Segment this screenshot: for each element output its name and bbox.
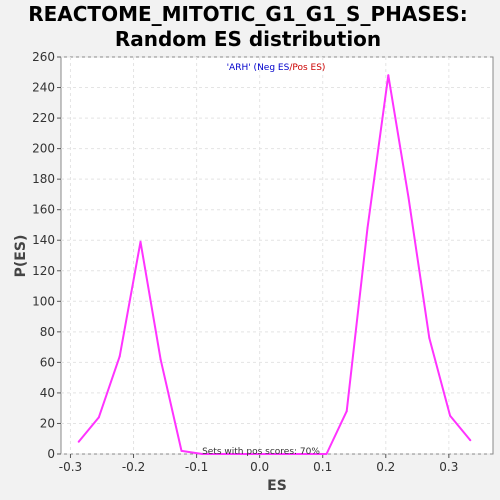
data-point xyxy=(159,358,162,361)
data-point xyxy=(139,240,142,243)
legend-separator: / xyxy=(289,63,293,73)
data-point xyxy=(222,453,225,455)
data-point xyxy=(263,453,266,455)
legend-neg-es: Neg ES xyxy=(257,63,290,73)
y-axis: 0 20 40 60 80 100 120 140 160 180 200 220 240 260 xyxy=(32,50,61,461)
x-tick-label: 0.2 xyxy=(376,460,395,474)
data-point xyxy=(449,414,452,417)
data-point xyxy=(345,410,348,413)
y-tick-label: 0 xyxy=(47,447,55,461)
y-tick-label: 240 xyxy=(32,81,55,95)
x-tick-label: 0.0 xyxy=(250,460,269,474)
legend-prefix: 'ARH' ( xyxy=(227,63,258,73)
x-axis-label: ES xyxy=(267,478,287,494)
y-tick-label: 140 xyxy=(32,233,55,247)
data-point xyxy=(180,449,183,452)
data-point xyxy=(283,453,286,455)
data-point xyxy=(407,196,410,199)
y-tick-label: 60 xyxy=(40,355,55,369)
y-tick-label: 40 xyxy=(40,386,55,400)
y-axis-label: P(ES) xyxy=(13,235,29,278)
data-point xyxy=(304,453,307,455)
data-point xyxy=(201,453,204,455)
series xyxy=(77,74,472,455)
pos-scores-note: Sets with pos scores: 70% xyxy=(202,447,320,457)
y-tick-label: 260 xyxy=(32,50,55,64)
legend-pos-es: Pos ES xyxy=(292,63,322,73)
data-point xyxy=(325,453,328,455)
legend: 'ARH' (Neg ES/Pos ES) xyxy=(227,63,326,73)
y-tick-label: 20 xyxy=(40,416,55,430)
data-point xyxy=(366,227,369,229)
y-tick-label: 100 xyxy=(32,294,55,308)
x-tick-label: -0.2 xyxy=(122,460,145,474)
data-point xyxy=(428,337,431,339)
plot-area xyxy=(60,56,494,455)
legend-suffix: ) xyxy=(322,63,326,73)
data-point xyxy=(118,355,121,358)
x-tick-label: -0.1 xyxy=(185,460,208,474)
y-tick-label: 180 xyxy=(32,172,55,186)
x-tick-label: 0.1 xyxy=(313,460,332,474)
y-tick-label: 220 xyxy=(32,111,55,125)
data-point xyxy=(97,416,100,419)
chart-title: REACTOME_MITOTIC_G1_G1_S_PHASES: xyxy=(28,2,468,26)
y-tick-label: 120 xyxy=(32,264,55,278)
y-tick-label: 160 xyxy=(32,203,55,217)
data-point xyxy=(387,74,390,77)
y-tick-label: 200 xyxy=(32,142,55,156)
y-tick-label: 80 xyxy=(40,325,55,339)
x-tick-label: -0.3 xyxy=(59,460,82,474)
data-point xyxy=(77,440,80,443)
data-point xyxy=(469,439,472,442)
data-point xyxy=(242,453,245,455)
chart-subtitle: Random ES distribution xyxy=(115,27,381,51)
grid xyxy=(61,56,493,455)
es-distribution-line xyxy=(77,74,472,455)
x-tick-label: 0.3 xyxy=(439,460,458,474)
x-axis: -0.3 -0.2 -0.1 0.0 0.1 0.2 0.3 xyxy=(59,454,458,474)
